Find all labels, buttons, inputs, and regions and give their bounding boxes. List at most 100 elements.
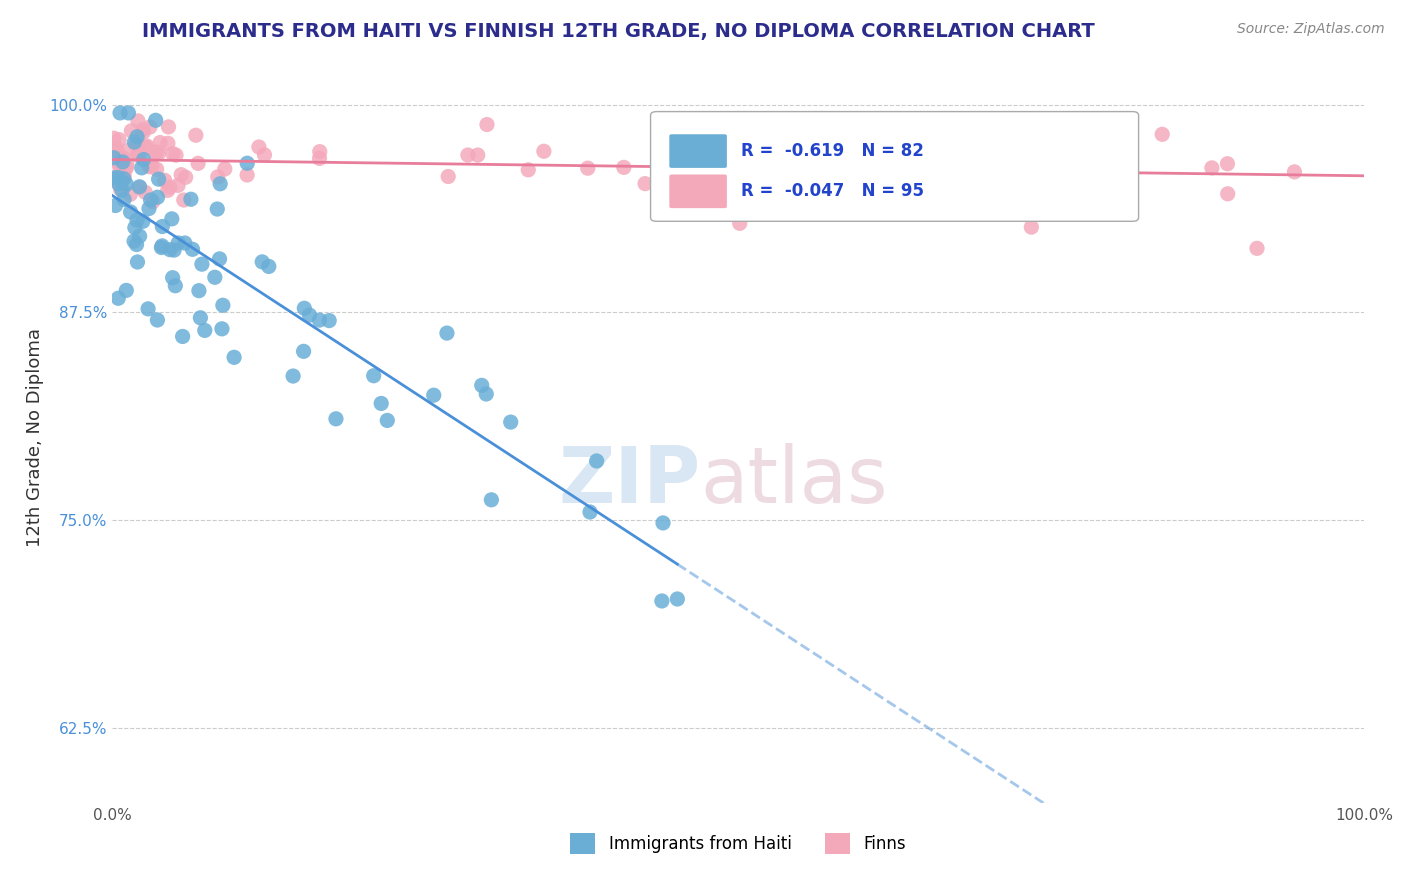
Point	[115, 178, 138, 192]
Point	[437, 169, 460, 184]
Legend: Immigrants from Haiti, Finns: Immigrants from Haiti, Finns	[564, 827, 912, 860]
Point	[799, 185, 821, 199]
Point	[139, 120, 162, 134]
Point	[318, 313, 340, 327]
Point	[1201, 161, 1223, 175]
Point	[107, 177, 129, 191]
Point	[112, 171, 135, 186]
Point	[142, 194, 165, 209]
Point	[134, 186, 156, 200]
Point	[107, 291, 129, 305]
Point	[112, 169, 135, 184]
Point	[135, 140, 157, 154]
Point	[180, 192, 202, 206]
Point	[308, 145, 330, 159]
Point	[165, 278, 187, 293]
Point	[145, 162, 167, 177]
Point	[1076, 155, 1098, 169]
Point	[257, 260, 280, 274]
FancyBboxPatch shape	[669, 175, 727, 208]
Point	[162, 146, 184, 161]
Point	[214, 161, 236, 176]
Point	[111, 151, 134, 165]
Point	[124, 220, 146, 235]
Point	[167, 178, 190, 193]
Point	[910, 147, 932, 161]
Point	[149, 136, 172, 150]
Point	[204, 270, 226, 285]
Point	[862, 140, 884, 154]
Point	[475, 118, 498, 132]
Point	[194, 323, 217, 337]
Point	[112, 171, 135, 186]
Text: atlas: atlas	[700, 443, 889, 519]
Point	[981, 143, 1004, 157]
Point	[112, 193, 135, 207]
Point	[150, 219, 173, 234]
Point	[1021, 220, 1043, 235]
Point	[191, 257, 214, 271]
Point	[652, 516, 675, 530]
Point	[115, 158, 138, 172]
Point	[108, 106, 131, 120]
Point	[148, 172, 170, 186]
Point	[579, 505, 602, 519]
Point	[457, 148, 479, 162]
Point	[127, 129, 149, 144]
Point	[375, 413, 398, 427]
Point	[224, 351, 246, 365]
Point	[471, 378, 494, 392]
Point	[370, 396, 392, 410]
Point	[108, 161, 131, 175]
Point	[499, 415, 522, 429]
Point	[167, 235, 190, 250]
Point	[125, 137, 148, 152]
Point	[146, 313, 169, 327]
Point	[103, 173, 125, 187]
Point	[576, 161, 599, 176]
FancyBboxPatch shape	[669, 135, 727, 168]
Point	[247, 140, 270, 154]
Point	[117, 106, 139, 120]
Point	[146, 145, 169, 159]
Point	[891, 167, 914, 181]
Point	[108, 133, 131, 147]
Point	[135, 139, 157, 153]
Point	[115, 284, 138, 298]
Point	[160, 211, 183, 226]
Point	[187, 284, 209, 298]
Point	[122, 234, 145, 248]
Text: ZIP: ZIP	[558, 443, 700, 519]
Point	[1216, 157, 1239, 171]
Point	[132, 153, 155, 167]
Text: IMMIGRANTS FROM HAITI VS FINNISH 12TH GRADE, NO DIPLOMA CORRELATION CHART: IMMIGRANTS FROM HAITI VS FINNISH 12TH GR…	[142, 22, 1095, 41]
Point	[150, 240, 173, 254]
Point	[666, 592, 689, 607]
Point	[111, 183, 134, 197]
Point	[533, 145, 555, 159]
Point	[308, 313, 330, 327]
Point	[173, 235, 195, 250]
Point	[972, 159, 994, 173]
Point	[132, 214, 155, 228]
Point	[209, 177, 232, 191]
Point	[150, 239, 173, 253]
Point	[127, 138, 149, 153]
Point	[1046, 148, 1069, 162]
Point	[585, 454, 607, 468]
Point	[236, 168, 259, 182]
Point	[153, 173, 176, 187]
Point	[125, 213, 148, 227]
Point	[174, 170, 197, 185]
Point	[744, 144, 766, 158]
Point	[127, 148, 149, 162]
Point	[157, 120, 180, 134]
Point	[475, 387, 498, 401]
Point	[181, 242, 204, 256]
Point	[436, 326, 458, 340]
Point	[613, 161, 636, 175]
Point	[325, 412, 347, 426]
Point	[479, 492, 502, 507]
Y-axis label: 12th Grade, No Diploma: 12th Grade, No Diploma	[25, 327, 44, 547]
Point	[108, 156, 131, 170]
